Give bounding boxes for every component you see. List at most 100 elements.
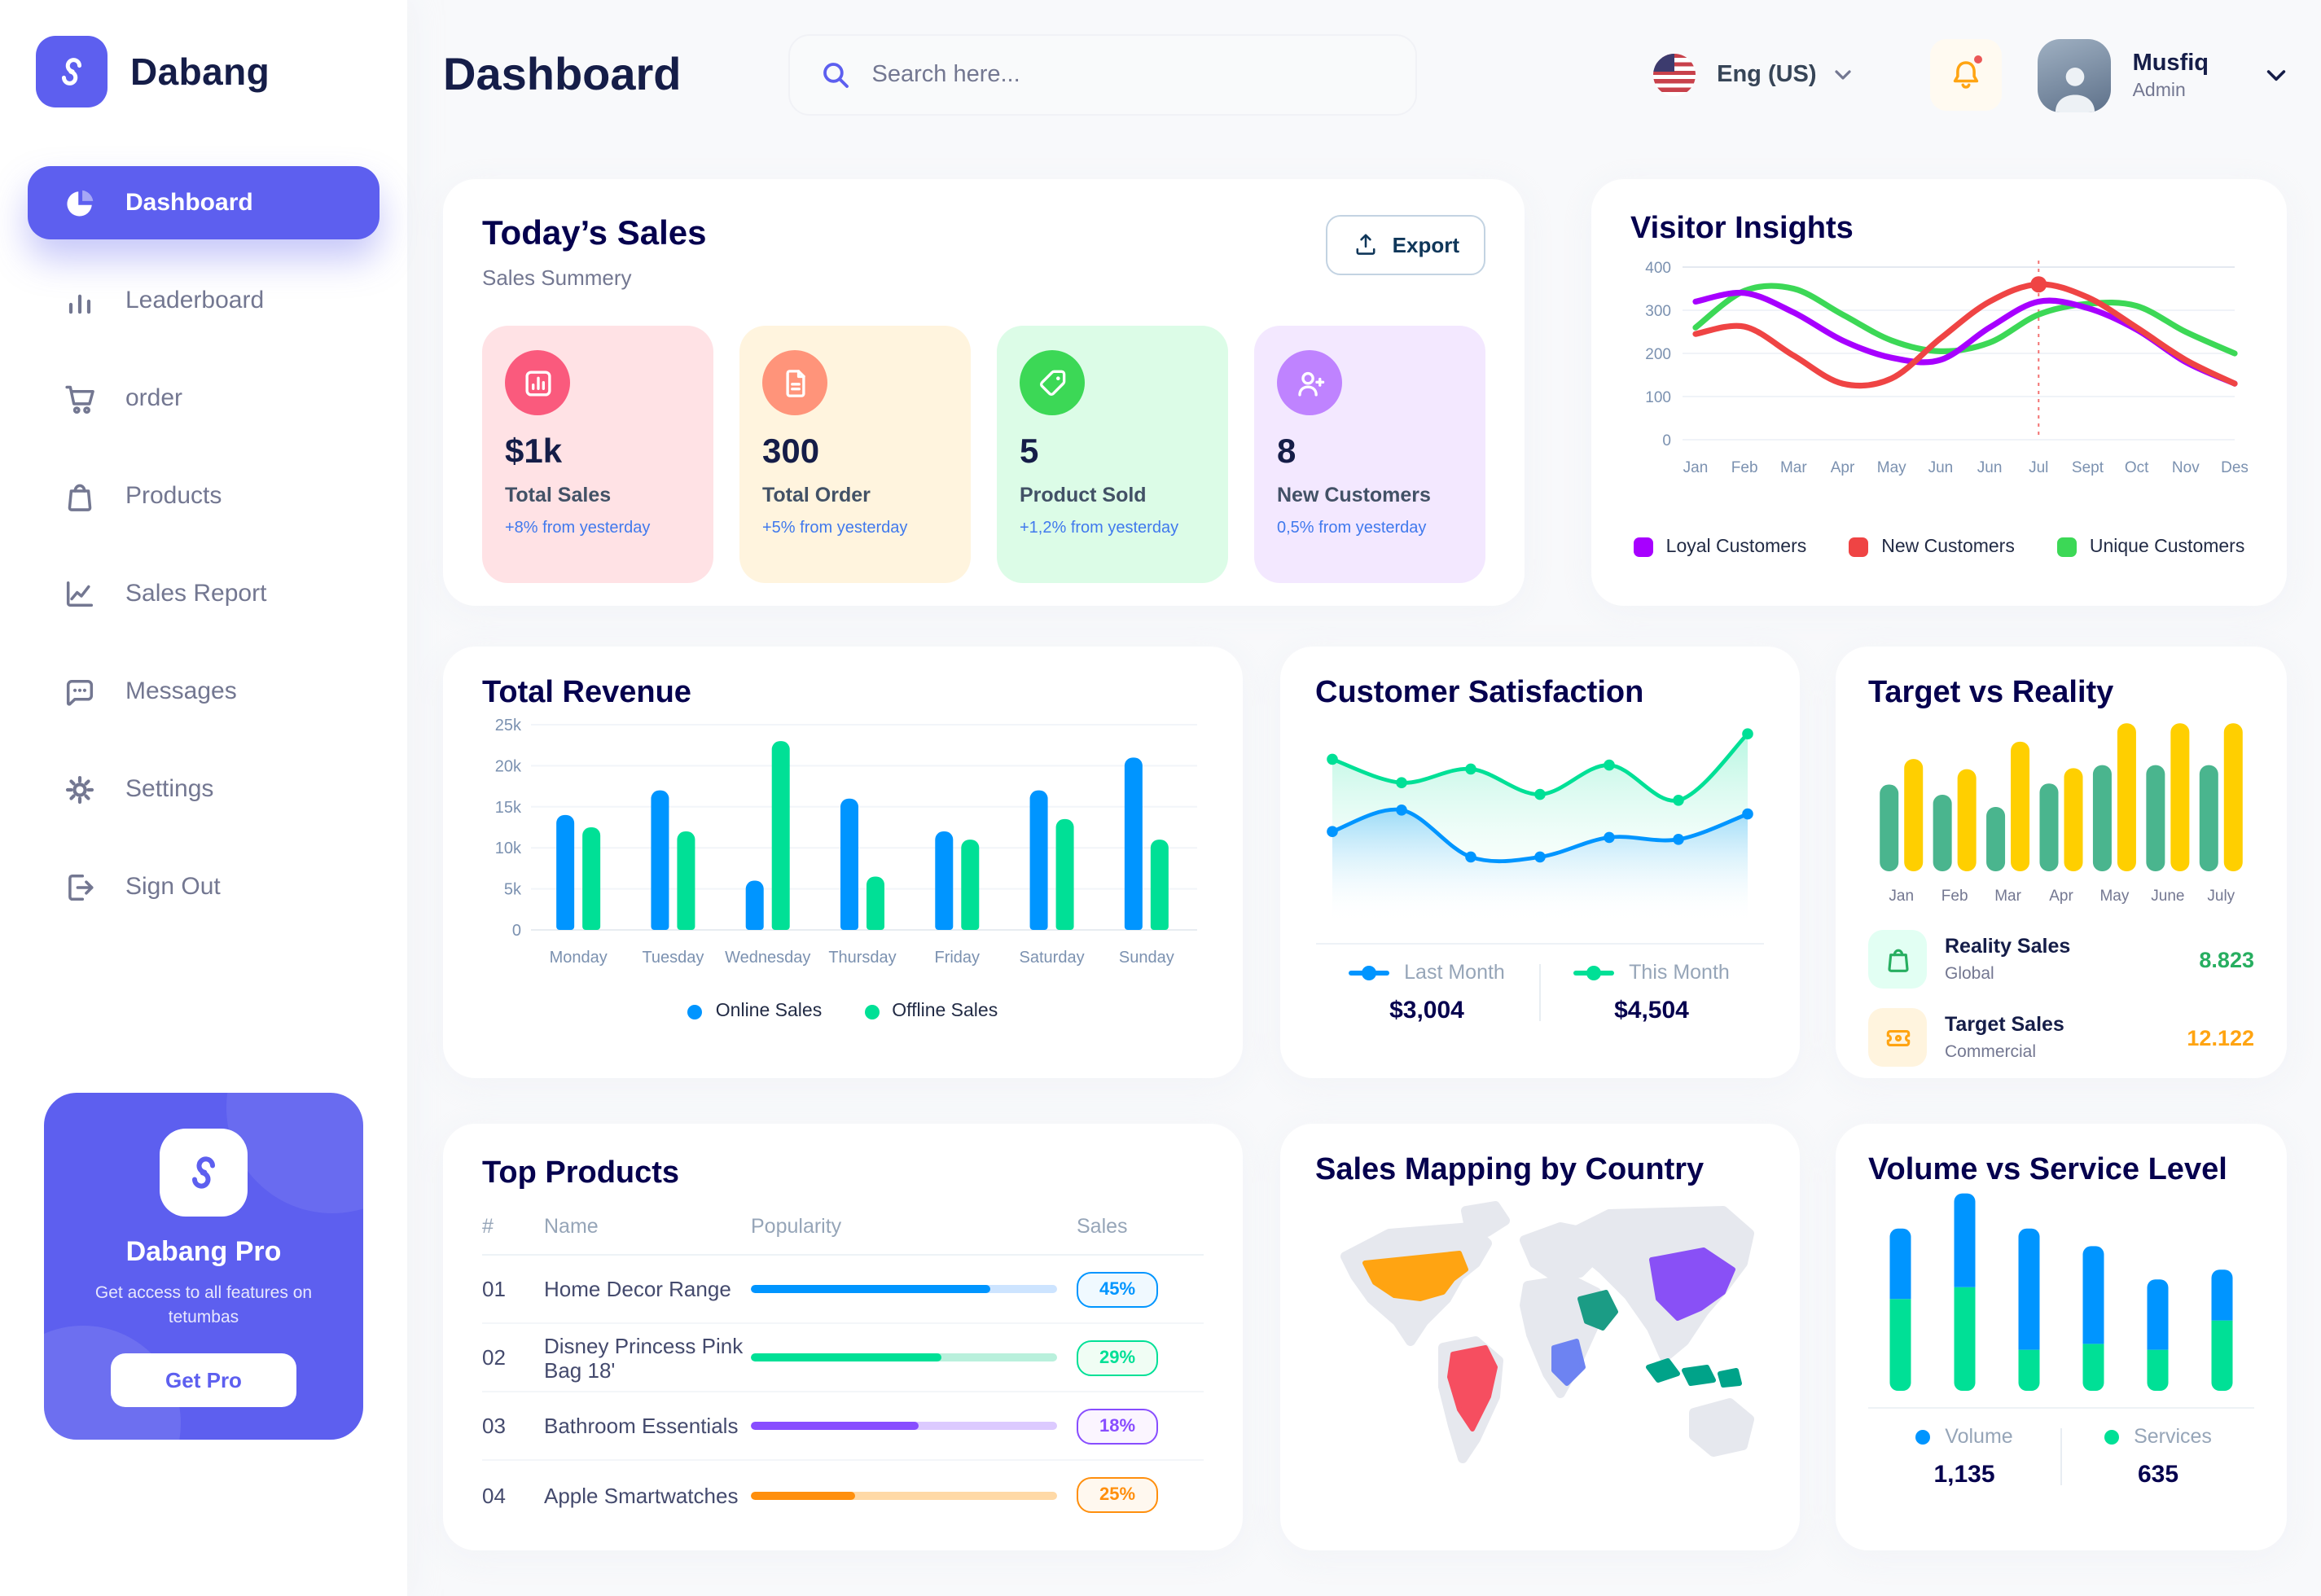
svg-text:25k: 25k xyxy=(495,717,522,734)
sales-badge: 25% xyxy=(1077,1477,1158,1513)
sidebar-item-label: Sales Report xyxy=(125,580,267,607)
svg-text:Jan: Jan xyxy=(1683,459,1709,476)
mini-delta: +5% from yesterday xyxy=(762,520,908,537)
product-name: Bathroom Essentials xyxy=(544,1414,739,1438)
pro-subtitle: Get access to all features on tetumbas xyxy=(94,1282,313,1328)
svg-text:Jun: Jun xyxy=(1977,459,2003,476)
svg-text:5k: 5k xyxy=(504,881,522,899)
svg-text:100: 100 xyxy=(1645,389,1671,406)
sidebar-item-label: Leaderboard xyxy=(125,287,265,314)
sales-badge: 45% xyxy=(1077,1271,1158,1307)
svg-text:0: 0 xyxy=(1662,432,1671,449)
mini-delta: +1,2% from yesterday xyxy=(1020,520,1179,537)
sidebar-item-dashboard[interactable]: Dashboard xyxy=(28,166,380,239)
file-icon xyxy=(762,350,827,415)
user-menu[interactable]: Musfiq Admin xyxy=(2038,38,2287,112)
table-row: 03 Bathroom Essentials 18% xyxy=(482,1392,1204,1461)
chevron-down-icon xyxy=(1835,68,1853,81)
product-name: Apple Smartwatches xyxy=(544,1483,739,1507)
svg-text:July: July xyxy=(2207,888,2235,905)
customer-satisfaction-card: Customer Satisfaction Last Month $3,004 … xyxy=(1279,647,1799,1078)
world-map xyxy=(1340,1201,1753,1463)
svg-text:Feb: Feb xyxy=(1731,459,1758,476)
sidebar-item-sign-out[interactable]: Sign Out xyxy=(28,850,380,923)
svg-text:400: 400 xyxy=(1645,260,1671,277)
mini-delta: +8% from yesterday xyxy=(505,520,651,537)
row-number: 02 xyxy=(482,1345,506,1370)
export-button[interactable]: Export xyxy=(1325,215,1485,275)
sidebar-item-settings[interactable]: Settings xyxy=(28,752,380,826)
chart-bar-icon xyxy=(505,350,570,415)
legend-value: $4,504 xyxy=(1614,997,1689,1024)
language-selector[interactable]: Eng (US) xyxy=(1653,54,1852,96)
sales-mini-cards: $1k Total Sales +8% from yesterday 300 T… xyxy=(482,326,1485,583)
sidebar-item-products[interactable]: Products xyxy=(28,459,380,533)
volume-service-legend: Volume 1,135 Services 635 xyxy=(1868,1425,2254,1489)
svg-text:Des: Des xyxy=(2221,459,2248,476)
total-revenue-chart: 0 5k 10k 15k 20k 25k Monday Tuesday Wednesday Thu… xyxy=(495,717,1197,967)
language-label: Eng (US) xyxy=(1717,62,1817,88)
legend-value: 1,135 xyxy=(1933,1461,1995,1489)
sidebar-item-messages[interactable]: Messages xyxy=(28,655,380,728)
svg-text:Jul: Jul xyxy=(2029,459,2048,476)
top-products-card: Top Products # Name Popularity Sales 01 … xyxy=(443,1124,1243,1550)
search-bar[interactable] xyxy=(788,34,1418,116)
legend-label: New Customers xyxy=(1881,537,2015,557)
sidebar-item-order[interactable]: order xyxy=(28,362,380,435)
todays-sales-subtitle: Sales Summery xyxy=(482,265,632,290)
volume-service-title: Volume vs Service Level xyxy=(1868,1153,2227,1187)
legend-label: This Month xyxy=(1629,961,1730,984)
pie-chart-icon xyxy=(62,185,98,221)
user-name: Musfiq xyxy=(2132,50,2209,76)
target-sales-legend-row: Target Sales Commercial 12.122 xyxy=(1868,1008,2254,1067)
svg-text:Tuesday: Tuesday xyxy=(642,949,704,967)
table-row: 01 Home Decor Range 45% xyxy=(482,1256,1204,1324)
legend-label: Online Sales xyxy=(715,1002,823,1021)
target-vs-reality-card: Target vs Reality Jan Feb Mar Apr May June Jul… xyxy=(1836,647,2287,1078)
bar-chart-icon xyxy=(62,283,98,318)
legend-label: Last Month xyxy=(1404,961,1505,984)
reality-sales-legend-row: Reality Sales Global 8.823 xyxy=(1868,930,2254,989)
notifications-button[interactable] xyxy=(1930,39,2003,111)
legend-value: 8.823 xyxy=(2199,947,2254,971)
visitor-insights-chart: 0 100 200 300 400 Jan Feb Mar Apr May Jun Jun Jul Sep… xyxy=(1645,260,2248,476)
sidebar-item-label: Products xyxy=(125,482,222,510)
get-pro-button[interactable]: Get Pro xyxy=(110,1353,297,1407)
svg-text:Apr: Apr xyxy=(2049,888,2073,905)
sales-mapping-title: Sales Mapping by Country xyxy=(1315,1153,1705,1187)
svg-text:May: May xyxy=(2099,888,2129,905)
legend-marker xyxy=(1349,965,1390,980)
us-flag-icon xyxy=(1653,54,1696,96)
mini-delta: 0,5% from yesterday xyxy=(1277,520,1427,537)
search-input[interactable] xyxy=(871,62,1387,88)
mini-label: New Customers xyxy=(1277,484,1431,506)
table-row: 02 Disney Princess Pink Bag 18' 29% xyxy=(482,1324,1204,1392)
row-number: 04 xyxy=(482,1483,506,1507)
tag-icon xyxy=(1020,350,1085,415)
sales-badge: 29% xyxy=(1077,1340,1158,1375)
legend-dot xyxy=(864,1004,880,1019)
customer-satisfaction-title: Customer Satisfaction xyxy=(1315,676,1644,710)
cart-icon xyxy=(62,380,98,416)
sidebar-item-sales-report[interactable]: Sales Report xyxy=(28,557,380,630)
mini-value: 5 xyxy=(1020,433,1039,471)
sidebar-item-label: Dashboard xyxy=(125,189,253,217)
pro-title: Dabang Pro xyxy=(125,1235,282,1266)
visitor-insights-legend: Loyal Customers New Customers Unique Cus… xyxy=(1630,537,2248,557)
legend-swatch xyxy=(2056,537,2077,557)
todays-sales-title: Today’s Sales xyxy=(482,215,707,252)
svg-text:Friday: Friday xyxy=(934,949,980,967)
svg-text:10k: 10k xyxy=(495,840,522,857)
mini-value: 300 xyxy=(762,433,820,471)
top-products-header: # Name Popularity Sales xyxy=(482,1215,1204,1256)
mini-label: Product Sold xyxy=(1020,484,1147,506)
country-brazil xyxy=(1446,1345,1497,1432)
country-china xyxy=(1648,1247,1735,1321)
brand-name: Dabang xyxy=(130,50,270,92)
volume-service-card: Volume vs Service Level Volume 1,135 Ser… xyxy=(1836,1124,2287,1550)
svg-text:May: May xyxy=(1877,459,1906,476)
sidebar-item-leaderboard[interactable]: Leaderboard xyxy=(28,264,380,337)
legend-label: Reality Sales xyxy=(1945,935,2071,958)
shopping-bag-icon xyxy=(1868,930,1927,989)
